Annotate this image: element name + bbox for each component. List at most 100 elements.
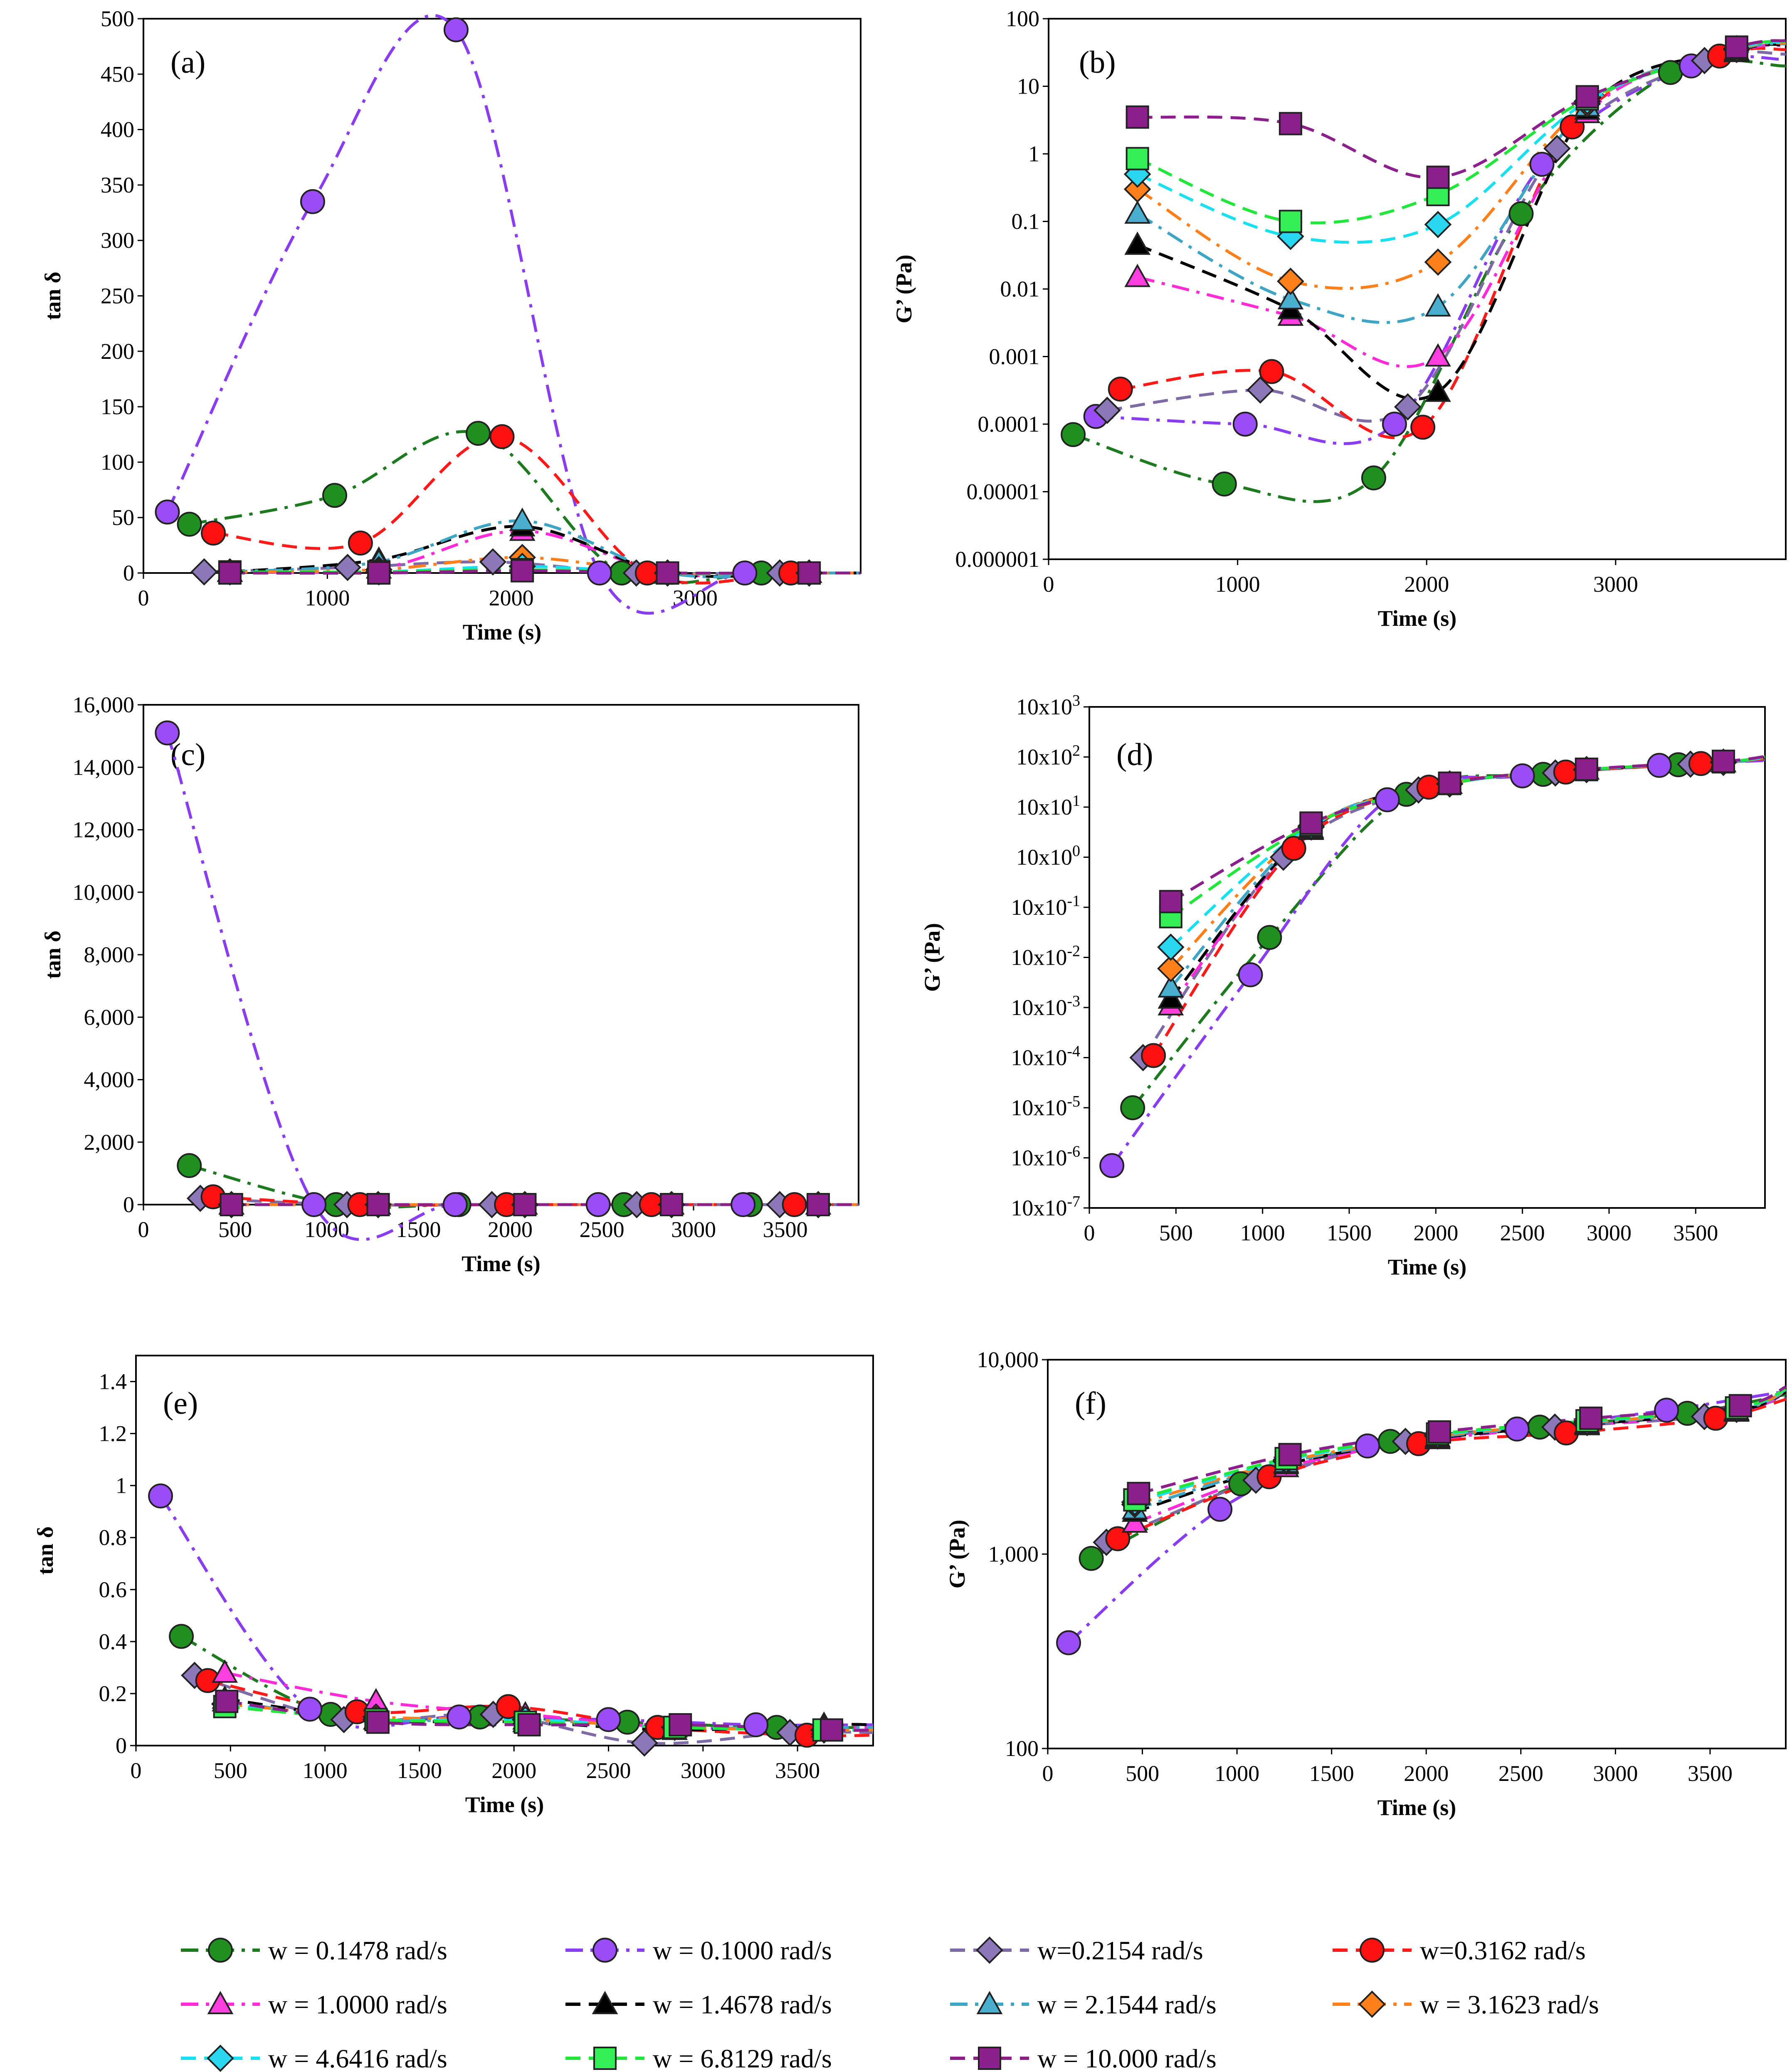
y-tick-label: 10,000 [977,1347,1039,1372]
data-point-w-0-2154-rad-s [1093,397,1121,424]
data-point-w-0-1000-rad-s [442,1192,468,1217]
y-tick-label: 0 [123,1192,134,1217]
data-point-w-0-3162-rad-s [1688,751,1713,776]
plot-frame [1048,18,1787,560]
series-line-w-6-8129-rad-s [1170,756,1765,918]
plot-frame [143,18,861,574]
x-tick-label: 500 [1159,1220,1193,1245]
chart-panel-b: 0.0000010.000010.00010.0010.010.11101000… [891,6,1787,631]
legend-label: w = 1.0000 rad/s [268,1990,447,2019]
x-axis-title: Time (s) [1377,1795,1456,1820]
data-point-w-10-000-rad-s [215,1689,239,1713]
y-tick-label: 0.01 [1000,277,1040,301]
data-point-w-10-000-rad-s [511,559,534,583]
data-point-w-0-3162-rad-s [782,1192,807,1217]
panel-label: (c) [170,737,205,772]
y-tick-label: 10x103 [1016,692,1080,719]
data-point-w-0-1478-rad-s [1361,465,1386,491]
y-tick-label: 10x10-6 [1011,1143,1080,1171]
legend-marker [208,1938,233,1963]
data-point-w-10-000-rad-s [366,1193,390,1216]
y-tick-label: 50 [112,505,134,530]
data-point-w-10-000-rad-s [1728,1394,1752,1418]
data-point-w-10-000-rad-s [517,1713,541,1736]
y-axis-title: G’ (Pa) [891,254,916,323]
legend-label: w = 0.1000 rad/s [653,1936,832,1965]
data-point-w-10-000-rad-s [220,1193,243,1216]
y-tick-label: 10x10-7 [1011,1193,1080,1220]
x-tick-label: 3000 [1587,1220,1632,1245]
panel-label: (b) [1079,45,1116,80]
data-point-w-10-000-rad-s [1127,1482,1150,1505]
data-point-w-0-1000-rad-s [587,561,612,585]
y-axis-title: tan δ [40,931,65,979]
data-point-w-0-1478-rad-s [169,1624,194,1649]
legend-marker [1358,1991,1386,2018]
x-tick-label: 2000 [1404,572,1449,597]
panel-label: (e) [163,1386,198,1421]
data-point-w-1-0000-rad-s [1124,264,1151,287]
x-tick-label: 3500 [1673,1220,1718,1245]
y-tick-label: 0.2 [99,1681,127,1706]
data-point-w-0-1000-rad-s [1207,1497,1233,1522]
x-tick-label: 1000 [1214,1761,1259,1786]
x-tick-label: 3000 [1593,572,1638,597]
legend-label: w = 4.6416 rad/s [268,2044,447,2072]
y-tick-label: 150 [101,394,134,419]
data-point-w-0-3162-rad-s [1553,759,1578,785]
y-tick-label: 14,000 [73,755,135,780]
data-point-w-0-1000-rad-s [1355,1433,1380,1459]
data-point-w-10-000-rad-s [1579,1406,1603,1430]
legend-label: w = 3.1623 rad/s [1420,1990,1599,2019]
x-tick-label: 500 [214,1758,247,1783]
x-tick-label: 500 [218,1217,252,1242]
data-point-w-0-1478-rad-s [1212,471,1237,496]
data-point-w-0-3162-rad-s [1108,376,1133,402]
y-tick-label: 1.2 [99,1421,127,1446]
y-tick-label: 0.001 [989,344,1040,369]
legend-marker [978,2047,1001,2070]
legend-label: w = 1.4678 rad/s [653,1990,832,2019]
series-line-w-0-3162-rad-s [1152,757,1765,1057]
y-axis-title: G’ (Pa) [945,1520,970,1588]
series-line-w-0-1000-rad-s [165,732,859,1241]
data-point-w-0-1000-rad-s [1099,1153,1125,1178]
x-tick-label: 2000 [491,1758,536,1783]
y-tick-label: 16,000 [73,692,135,717]
x-axis-title: Time (s) [1388,1255,1466,1279]
data-point-w-10-000-rad-s [1279,112,1302,136]
x-axis-title: Time (s) [463,620,541,645]
y-tick-label: 10x10-4 [1011,1043,1080,1070]
data-point-w-10-000-rad-s [1712,749,1735,773]
y-tick-label: 12,000 [73,817,135,842]
y-tick-label: 400 [101,117,134,142]
legend-label: w=0.3162 rad/s [1420,1936,1586,1965]
x-tick-label: 2000 [489,585,534,610]
data-point-w-0-2154-rad-s [479,548,507,576]
x-tick-label: 1500 [1327,1220,1372,1245]
y-tick-label: 0 [123,561,134,585]
data-point-w-10-000-rad-s [1426,165,1450,189]
data-point-w-10-000-rad-s [218,561,242,585]
legend-marker [207,2045,234,2072]
x-tick-label: 3000 [671,1217,716,1242]
y-tick-label: 100 [101,449,134,474]
x-tick-label: 2500 [580,1217,624,1242]
y-tick-label: 10 [1017,74,1039,99]
data-point-w-0-3162-rad-s [201,521,226,546]
legend-marker [207,1991,234,2014]
data-point-w-0-3162-rad-s [489,424,515,449]
chart-panel-c: 0 2,000 4,000 6,000 8,000 10,000 12,000 14,000 1… [40,692,859,1276]
y-tick-label: 1 [116,1473,127,1498]
x-tick-label: 1000 [1240,1220,1285,1245]
x-axis-title: Time (s) [465,1792,544,1817]
chart-panel-a: 0 50 100 150 200 250 300 350 400 450 500 0 1000 2000 3… [40,6,861,645]
chart-panel-e: 0 0.2 0.4 0.6 0.8 1 1.2 1.4 0 500 1000 1500 2000 2500… [33,1355,874,1817]
panel-label: (a) [170,45,205,80]
x-tick-label: 3500 [763,1217,808,1242]
series-line-w-0-2154-rad-s [1142,758,1765,1059]
data-point-w-2-1544-rad-s [1124,200,1151,224]
data-point-w-0-1478-rad-s [1061,422,1086,447]
y-tick-label: 0.0001 [978,412,1040,437]
y-tick-label: 350 [101,173,134,198]
